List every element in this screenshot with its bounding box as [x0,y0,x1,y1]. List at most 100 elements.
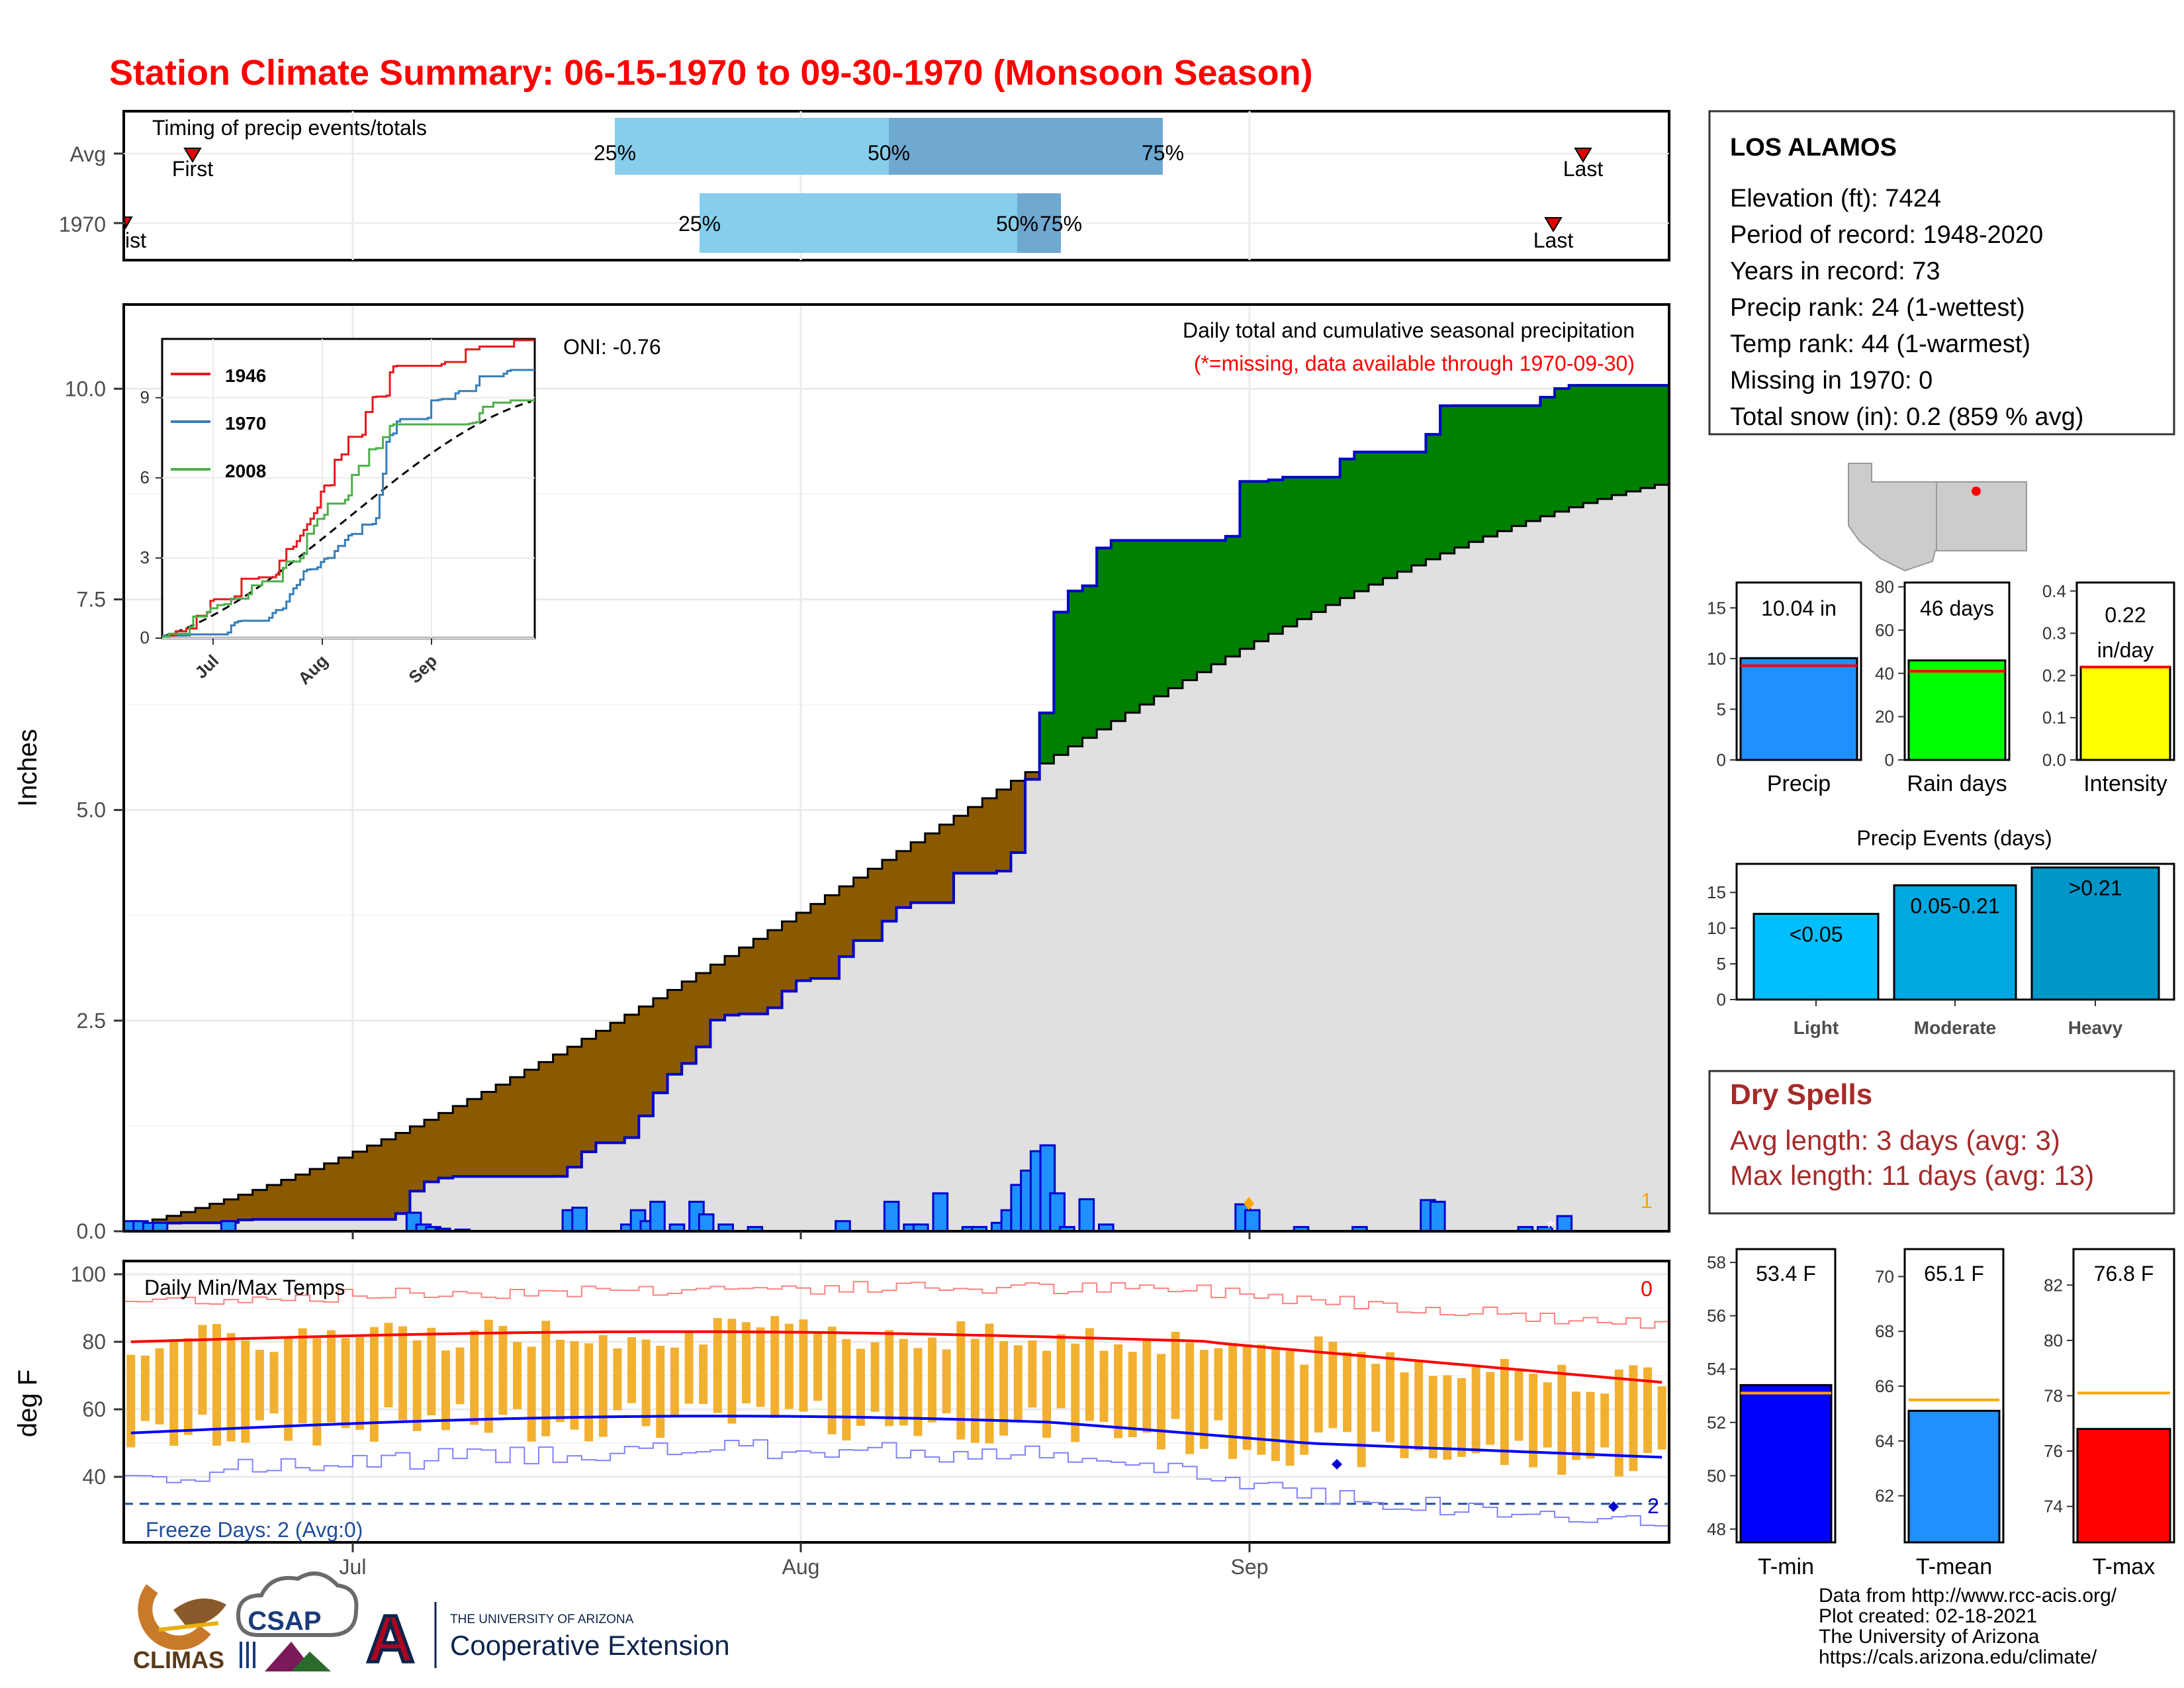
ua-logo-letter: A [367,1602,414,1676]
deficit-area-segment [295,1174,310,1220]
temp-summary-ytick: 80 [2044,1331,2063,1350]
daily-temp-range-bar [1328,1341,1338,1429]
deficit-area-segment [911,842,926,903]
daily-precip-bar [1429,1200,1446,1233]
daily-temp-range-bar [670,1347,679,1417]
inset-2008-line [162,399,535,638]
summary-ytick: 80 [1875,577,1894,597]
deficit-area-segment [581,1039,597,1152]
temp-summary-ytick: 66 [1875,1376,1894,1396]
y1970-first-label: ist [125,228,146,252]
daily-temp-range-bar [513,1342,522,1409]
daily-precip-bar [1078,1198,1095,1233]
deficit-area-segment [925,833,940,903]
temp-summary-label: T-mean [1916,1554,1992,1579]
deficit-area-segment [767,930,783,1008]
temps-y-label: deg F [13,1370,42,1437]
daily-temp-range-bar [870,1342,880,1412]
deficit-area-segment [982,798,997,874]
ua-line1: THE UNIVERSITY OF ARIZONA [450,1613,634,1626]
inset-chart: 1946 1970 2008 0 3 6 9 Jul Aug Sep [140,338,536,688]
footer-line-2: Plot created: 02-18-2021 [1819,1605,2037,1627]
avg-50-75-bar [889,118,1163,175]
surplus-area-segment [1555,389,1570,512]
inset-average-line [161,400,532,638]
daily-temp-range-bar [498,1326,508,1415]
daily-temp-range-bar [369,1327,379,1442]
temp-summary-ytick: 74 [2044,1497,2063,1517]
daily-temp-range-bar [1085,1328,1094,1421]
deficit-area-segment [195,1207,210,1223]
daily-temp-range-bar [1042,1350,1051,1438]
events-ytick: 10 [1707,918,1726,938]
inset-ytick-0: 0 [140,628,150,647]
daily-temp-range-bar [1543,1382,1552,1448]
timing-title: Timing of precip events/totals [152,116,427,140]
daily-temp-range-bar [799,1319,808,1412]
daily-temp-range-bar [155,1348,164,1425]
summary-value-label: 46 days [1920,596,1994,620]
station-elevation: Elevation (ft): 7424 [1730,185,1941,212]
surplus-area-segment [1054,612,1069,755]
deficit-area-segment [667,990,682,1074]
deficit-area-segment [224,1199,239,1223]
daily-temp-range-bar [1486,1372,1495,1445]
events-title: Precip Events (days) [1856,826,2052,850]
daily-temp-range-bar [1457,1378,1466,1457]
xtick-sep: Sep [1231,1555,1269,1579]
surplus-area-segment [1140,540,1155,705]
surplus-area-segment [1182,540,1198,680]
deficit-area-segment [252,1190,268,1220]
event-bar [1893,884,2017,1001]
daily-precip-bar [220,1220,237,1233]
deficit-area-segment [524,1070,539,1177]
temp-summary-ytick: 68 [1875,1321,1894,1341]
surplus-area-segment [1597,385,1613,499]
temp-summary-ytick: 62 [1875,1486,1894,1506]
daily-temp-range-bar [842,1338,851,1441]
daily-temp-range-bar [1199,1350,1208,1449]
daily-temp-range-bar [1514,1371,1524,1441]
deficit-area-segment [510,1077,525,1177]
surplus-area-segment [1583,385,1598,503]
daily-temp-range-bar [999,1340,1009,1436]
avg-p50-label: 50% [868,141,910,165]
daily-temp-range-bar [1357,1352,1366,1468]
daily-temp-range-bar [598,1335,608,1437]
record-low-line [124,1439,1669,1527]
daily-temp-range-bar [985,1323,994,1444]
surplus-area-segment [1154,540,1169,696]
inset-ytick-9: 9 [140,387,150,407]
surplus-area-segment [1326,477,1341,605]
surplus-area-segment [1254,481,1269,641]
daily-temp-range-bar [1600,1393,1610,1448]
daily-temp-range-bar [1228,1342,1238,1460]
y1970-50-75-bar [1017,193,1061,253]
daily-temp-range-bar [1285,1350,1295,1466]
deficit-area-segment [467,1099,482,1177]
daily-temp-range-bar [255,1350,264,1421]
daily-precip-bar [1244,1209,1261,1233]
cumulative-1970-line [124,384,1669,1226]
daily-temp-range-bar [1385,1352,1394,1442]
deficit-area-segment [753,939,768,1014]
deficit-area-segment [238,1194,253,1220]
temps-ytick-40: 40 [82,1465,106,1489]
daily-temp-range-bar [1071,1343,1080,1442]
temps-count-label: 0 [1641,1277,1653,1301]
temperature-summary-bars: 48 50 52 54 56 58 53.4 F T-min 62 64 66 68 70 65.1 F T… [1707,1248,2175,1579]
temp-summary-group: 48 50 52 54 56 58 53.4 F T-min [1707,1248,1837,1579]
dry-spells-title: Dry Spells [1730,1078,1872,1111]
deficit-area-segment [267,1185,282,1220]
daily-temp-range-bar [1557,1364,1567,1476]
ua-line2: Cooperative Extension [450,1630,730,1661]
inset-ytick-3: 3 [140,547,150,567]
freeze-count: 2 [1647,1494,1659,1518]
daily-temp-range-bar [527,1346,536,1442]
surplus-area-segment [1626,385,1641,492]
surplus-area-segment [1411,451,1427,566]
surplus-area-segment [1525,405,1541,522]
y1970-p25-label: 25% [678,212,721,236]
daily-temp-range-bar [713,1318,722,1413]
summary-unit-label: in/day [2097,638,2154,662]
